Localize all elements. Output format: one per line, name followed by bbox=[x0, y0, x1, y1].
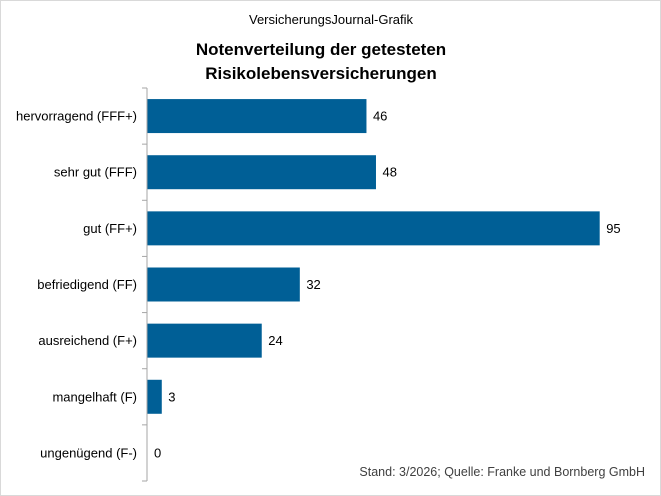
data-label-4: 24 bbox=[268, 333, 282, 348]
source-footnote: Stand: 3/2026; Quelle: Franke und Bornbe… bbox=[359, 465, 645, 479]
data-label-5: 3 bbox=[168, 389, 175, 404]
bar-0 bbox=[147, 99, 367, 134]
source-line: VersicherungsJournal-Grafik bbox=[249, 12, 414, 27]
category-label-5: mangelhaft (F) bbox=[52, 389, 137, 404]
category-label-3: befriedigend (FF) bbox=[37, 277, 137, 292]
category-label-6: ungenügend (F-) bbox=[40, 445, 137, 460]
bar-5 bbox=[147, 379, 162, 414]
data-label-0: 46 bbox=[373, 109, 387, 124]
category-label-2: gut (FF+) bbox=[83, 221, 137, 236]
data-label-3: 32 bbox=[306, 277, 320, 292]
category-label-1: sehr gut (FFF) bbox=[54, 165, 137, 180]
category-label-4: ausreichend (F+) bbox=[38, 333, 137, 348]
bar-2 bbox=[147, 211, 600, 246]
data-label-2: 95 bbox=[606, 221, 620, 236]
bar-3 bbox=[147, 267, 300, 302]
data-label-1: 48 bbox=[382, 165, 396, 180]
chart-title-line-2: Risikolebensversicherungen bbox=[205, 64, 436, 83]
chart-title-line-1: Notenverteilung der getesteten bbox=[196, 40, 446, 59]
bar-1 bbox=[147, 155, 376, 190]
category-label-0: hervorragend (FFF+) bbox=[16, 109, 137, 124]
plot-area: hervorragend (FFF+) 46 sehr gut (FFF) 48 gut… bbox=[16, 87, 621, 482]
bar-4 bbox=[147, 323, 262, 358]
data-label-6: 0 bbox=[154, 445, 161, 460]
